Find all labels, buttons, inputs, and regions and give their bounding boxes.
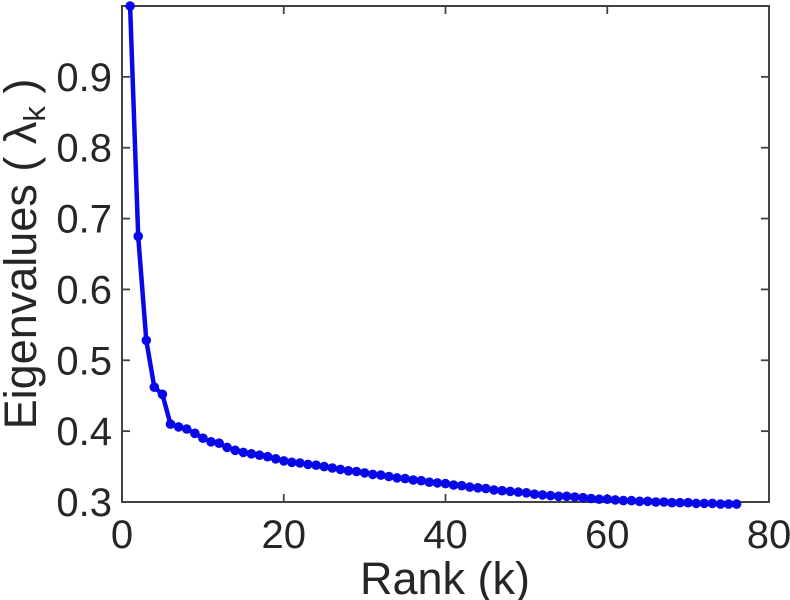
y-tick-label: 0.5 [56, 339, 112, 383]
data-point-marker [440, 478, 451, 489]
data-point-marker [699, 498, 710, 509]
data-point-marker [384, 471, 394, 482]
y-tick-label: 0.3 [56, 481, 112, 525]
data-point-marker [578, 492, 588, 503]
data-point-marker [133, 231, 143, 242]
data-point-marker [141, 335, 152, 346]
y-tick-label: 0.4 [56, 410, 112, 454]
y-axis-label-text: Eigenvalues ( λ [0, 121, 46, 429]
data-point-marker [602, 494, 613, 505]
data-point-marker [489, 485, 499, 495]
data-point-marker [610, 495, 621, 505]
data-point-marker [521, 488, 532, 498]
data-point-marker [327, 463, 338, 473]
data-point-marker [497, 485, 507, 496]
data-point-marker [731, 499, 742, 509]
data-point-marker [553, 491, 564, 502]
data-point-marker [723, 499, 734, 509]
data-line [127, 3, 739, 507]
data-point-marker [295, 458, 305, 468]
x-tick-label: 40 [423, 513, 468, 557]
y-axis-label-close: ) [0, 79, 46, 107]
data-point-marker [206, 437, 216, 447]
x-tick-label: 60 [585, 513, 630, 557]
data-point-marker [246, 449, 257, 459]
data-point-marker [586, 493, 596, 504]
data-point-marker [279, 456, 289, 466]
data-point-marker [198, 433, 208, 444]
data-point-marker [513, 487, 524, 497]
data-point-marker [230, 445, 240, 456]
data-point-marker [400, 473, 410, 484]
data-point-marker [537, 490, 548, 500]
y-tick-label: 0.8 [56, 127, 112, 171]
data-point-marker [594, 494, 604, 505]
y-axis-label-subscript: k [17, 106, 52, 122]
data-point-marker [270, 454, 281, 464]
data-point-marker [173, 422, 184, 432]
data-point-marker [343, 466, 354, 476]
data-point-marker [359, 468, 370, 478]
data-point-marker [456, 480, 467, 491]
data-point-marker [157, 389, 168, 400]
y-tick-label: 0.6 [56, 268, 112, 312]
data-point-marker [465, 482, 475, 492]
data-point-marker [618, 495, 629, 506]
data-point-marker [319, 461, 330, 472]
data-point-marker [562, 491, 572, 502]
data-point-marker [707, 498, 718, 509]
x-tick-label: 20 [262, 513, 307, 557]
data-point-marker [651, 497, 661, 507]
data-point-marker [408, 475, 419, 485]
x-axis-label: Rank (k) [360, 553, 530, 600]
data-point-marker [287, 457, 297, 468]
data-point-marker [254, 450, 265, 461]
data-point-marker [214, 438, 224, 449]
data-point-marker [715, 499, 726, 509]
data-point-marker [424, 477, 435, 488]
data-point-marker [505, 486, 515, 497]
data-point-marker [125, 1, 135, 11]
data-point-marker [238, 447, 249, 458]
data-point-marker [642, 496, 653, 507]
data-point-marker [626, 495, 637, 506]
plot-content: 0 20 40 60 80 0.3 0.4 0.5 0.6 0.7 0.8 0.9 [56, 1, 790, 557]
plot-box [121, 5, 770, 503]
data-point-marker [570, 492, 580, 502]
x-tick-label: 80 [747, 513, 790, 557]
data-point-marker [367, 469, 378, 480]
data-point-marker [659, 497, 669, 507]
data-point-marker [432, 478, 443, 488]
data-point-marker [303, 459, 313, 470]
data-point-marker [473, 483, 483, 493]
data-point-marker [667, 497, 677, 508]
data-point-marker [190, 428, 200, 439]
data-point-marker [311, 460, 321, 471]
data-point-marker [683, 497, 693, 508]
data-point-marker [149, 382, 160, 393]
data-point-marker [634, 496, 645, 507]
x-tick-label: 0 [111, 513, 133, 557]
data-point-marker [351, 466, 362, 477]
data-point-marker [529, 489, 540, 500]
y-tick-label: 0.7 [56, 198, 112, 242]
data-point-marker [392, 473, 402, 483]
data-point-marker [481, 483, 491, 494]
data-point-marker [545, 490, 556, 501]
data-point-marker [335, 464, 346, 475]
y-tick-label: 0.9 [56, 56, 112, 100]
data-point-marker [222, 442, 232, 453]
data-point-marker [691, 498, 701, 509]
data-point-marker [675, 497, 685, 508]
data-point-marker [181, 424, 192, 434]
data-point-marker [165, 419, 176, 429]
data-point-marker [376, 470, 386, 480]
data-point-marker [416, 475, 427, 486]
y-axis-label: Eigenvalues ( λk ) [0, 79, 52, 430]
data-point-marker [448, 480, 459, 490]
data-point-marker [262, 451, 273, 462]
